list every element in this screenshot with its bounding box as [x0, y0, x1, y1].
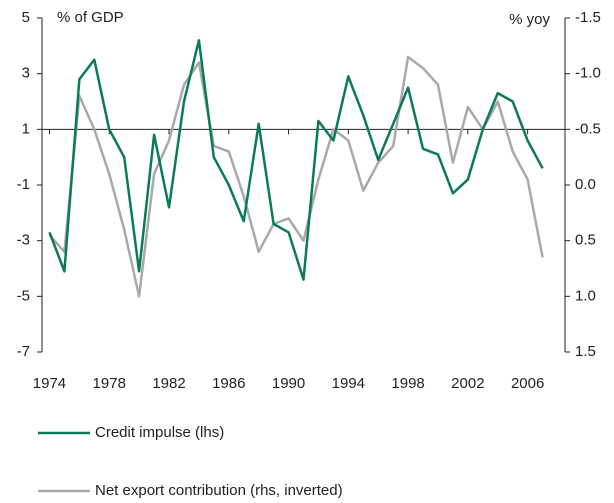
y2-tick-label: 1.5 — [575, 343, 596, 360]
x-tick-label: 2002 — [451, 375, 484, 392]
y-tick-label: -1 — [17, 176, 30, 193]
y-axis-label: % of GDP — [57, 9, 124, 26]
y2-tick-label: 1.0 — [575, 287, 596, 304]
y-tick-label: -7 — [17, 343, 30, 360]
series-line — [48, 39, 544, 281]
y2-tick-label: -1.5 — [575, 9, 601, 26]
legend-label: Net export contribution (rhs, inverted) — [95, 482, 343, 499]
x-tick-label: 1994 — [332, 375, 365, 392]
x-tick-label: 1974 — [33, 375, 66, 392]
x-tick-label: 1998 — [391, 375, 424, 392]
series-line — [48, 55, 544, 298]
x-tick-label: 1978 — [93, 375, 126, 392]
y-tick-label: 5 — [22, 9, 30, 26]
y2-axis-label: % yoy — [509, 11, 550, 28]
y2-tick-label: 0.0 — [575, 176, 596, 193]
x-tick-label: 1986 — [212, 375, 245, 392]
x-tick-label: 1982 — [152, 375, 185, 392]
y-tick-label: 1 — [22, 120, 30, 137]
y-tick-label: -3 — [17, 232, 30, 249]
y2-tick-label: 0.5 — [575, 232, 596, 249]
y-tick-label: 3 — [22, 65, 30, 82]
y-tick-label: -5 — [17, 287, 30, 304]
y2-tick-label: -1.0 — [575, 65, 601, 82]
x-tick-label: 2006 — [511, 375, 544, 392]
x-tick-label: 1990 — [272, 375, 305, 392]
y2-tick-label: -0.5 — [575, 120, 601, 137]
legend-label: Credit impulse (lhs) — [95, 424, 224, 441]
